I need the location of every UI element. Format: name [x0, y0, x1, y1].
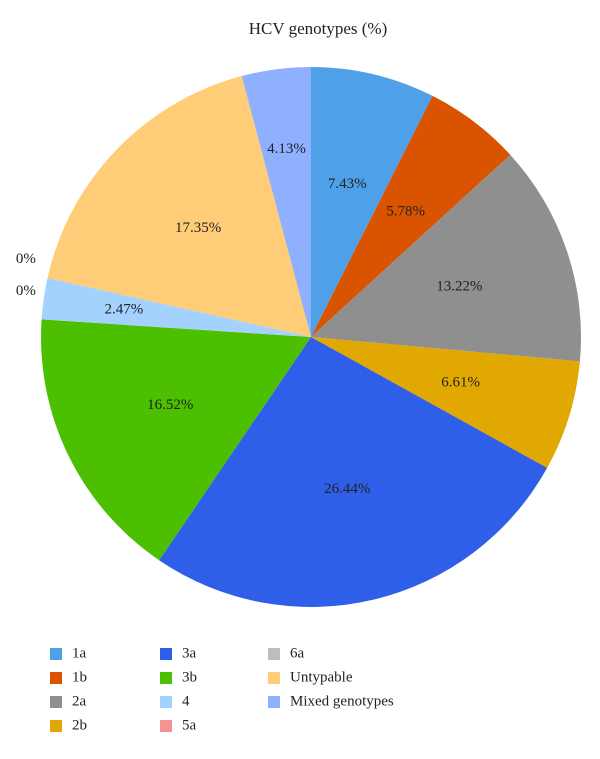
chart-title: HCV genotypes (%) — [249, 19, 388, 38]
data-label: 16.52% — [147, 397, 193, 413]
legend-label: 1b — [72, 669, 87, 685]
legend-swatch — [268, 648, 280, 660]
pie-slice — [41, 277, 312, 337]
legend-label: 3a — [182, 645, 197, 661]
pie-slice — [47, 76, 311, 338]
legend-label: 2b — [72, 717, 87, 733]
pie-slice — [159, 337, 548, 607]
data-label: 4.13% — [267, 141, 306, 157]
legend-label: 4 — [182, 693, 190, 709]
data-label: 6.61% — [441, 374, 480, 390]
data-label: 0% — [16, 283, 36, 299]
pie-slice — [241, 67, 311, 337]
legend-label: 1a — [72, 645, 87, 661]
data-label: 0% — [16, 251, 36, 267]
data-label: 5.78% — [386, 204, 425, 220]
data-label: 17.35% — [175, 220, 221, 236]
legend-label: Untypable — [290, 669, 353, 685]
legend-swatch — [50, 648, 62, 660]
legend-swatch — [160, 696, 172, 708]
data-label: 7.43% — [328, 176, 367, 192]
legend-swatch — [50, 696, 62, 708]
legend-swatch — [160, 648, 172, 660]
data-label: 2.47% — [105, 302, 144, 318]
pie-slice — [41, 319, 312, 561]
legend-label: 6a — [290, 645, 305, 661]
pie-slice — [311, 95, 511, 337]
data-label: 13.22% — [436, 278, 482, 294]
pie-slice — [311, 154, 581, 362]
legend-swatch — [268, 696, 280, 708]
legend-label: 5a — [182, 717, 197, 733]
legend-swatch — [160, 672, 172, 684]
legend-swatch — [50, 720, 62, 732]
legend-label: 3b — [182, 669, 197, 685]
legend-swatch — [268, 672, 280, 684]
legend-swatch — [50, 672, 62, 684]
legend-swatch — [160, 720, 172, 732]
pie-slice — [311, 67, 433, 337]
legend-label: 2a — [72, 693, 87, 709]
data-label: 26.44% — [324, 481, 370, 497]
legend-label: Mixed genotypes — [290, 693, 394, 709]
pie-slice — [47, 277, 311, 337]
pie-slice — [311, 337, 580, 468]
